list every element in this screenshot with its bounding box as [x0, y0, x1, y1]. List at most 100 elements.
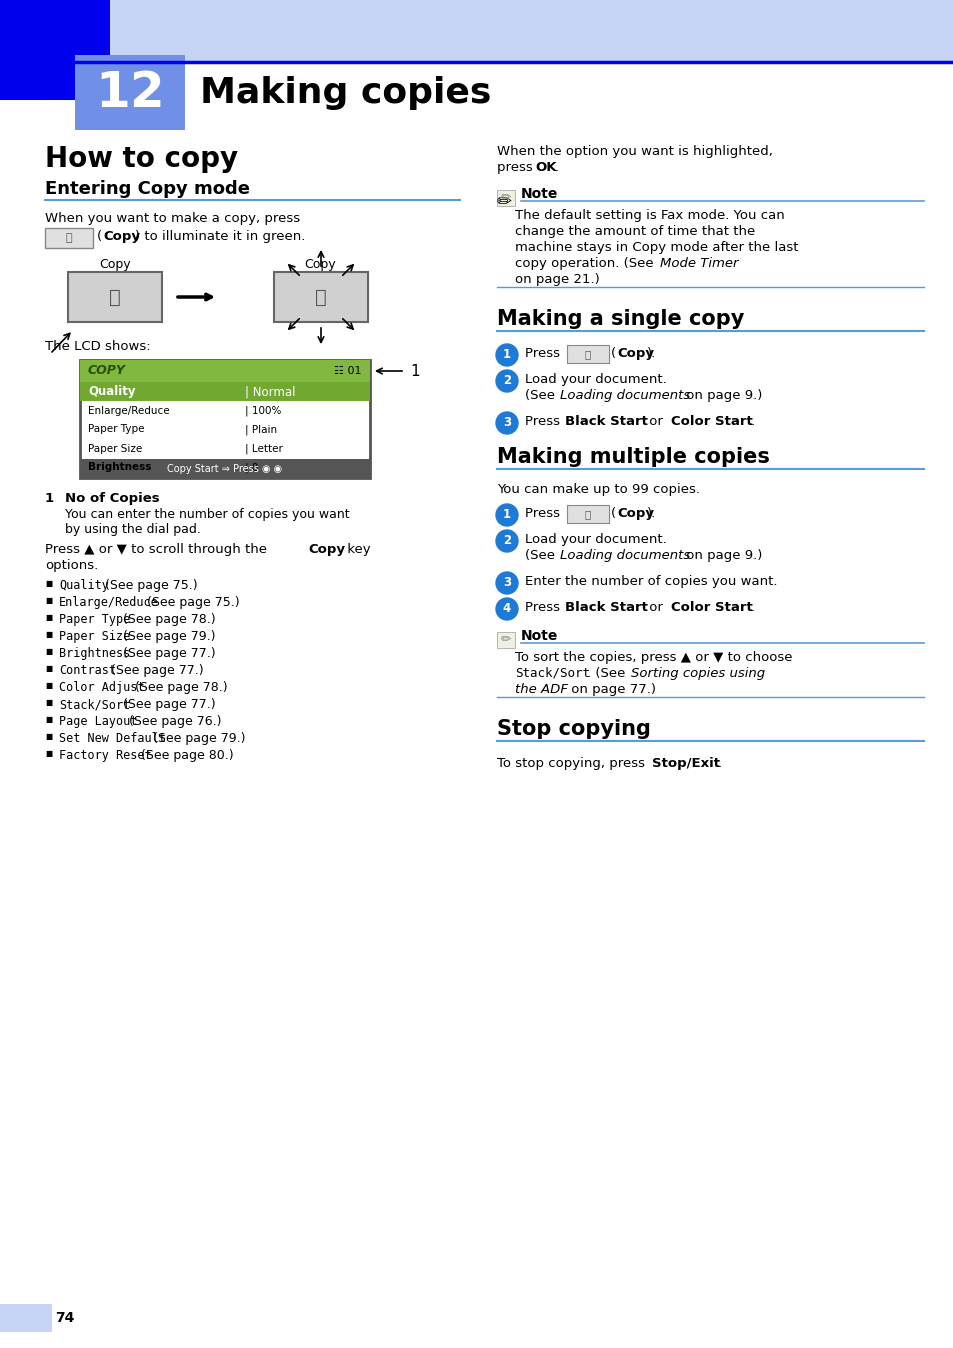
Text: ).: ). [646, 346, 656, 360]
Text: Sorting copies using: Sorting copies using [630, 667, 764, 679]
Text: change the amount of time that the: change the amount of time that the [515, 225, 755, 239]
Text: COPY: COPY [88, 364, 126, 377]
Text: (See page 78.): (See page 78.) [119, 613, 215, 625]
Bar [80, 360, 370, 479]
Text: machine stays in Copy mode after the last: machine stays in Copy mode after the las… [515, 241, 798, 253]
Bar [497, 190, 515, 206]
Text: ■: ■ [45, 681, 52, 690]
Bar [274, 272, 368, 322]
Bar [45, 228, 92, 248]
Text: (: ( [610, 346, 616, 360]
Text: (: ( [97, 231, 102, 243]
Text: OK: OK [535, 160, 556, 174]
Text: Press ▲ or ▼ to scroll through the: Press ▲ or ▼ to scroll through the [45, 543, 271, 555]
Text: 1: 1 [410, 364, 419, 379]
Text: Making multiple copies: Making multiple copies [497, 448, 769, 466]
Text: Press: Press [524, 507, 563, 520]
Text: You can enter the number of copies you want: You can enter the number of copies you w… [65, 508, 349, 520]
Text: (See page 77.): (See page 77.) [119, 698, 215, 710]
Text: the ADF: the ADF [515, 683, 567, 696]
Text: Black Start: Black Start [564, 601, 647, 613]
Bar [110, 0, 953, 62]
Text: .: . [555, 160, 558, 174]
Text: ■: ■ [45, 732, 52, 741]
Text: Note: Note [520, 187, 558, 201]
Text: Stack/Sort: Stack/Sort [515, 667, 589, 679]
Text: (See page 79.): (See page 79.) [119, 630, 215, 643]
Text: options.: options. [45, 559, 98, 572]
Text: ✏: ✏ [497, 193, 512, 212]
Text: Enlarge/Reduce: Enlarge/Reduce [88, 406, 170, 415]
Text: Copy: Copy [103, 231, 140, 243]
Text: (See page 75.): (See page 75.) [143, 596, 239, 609]
Text: on page 9.): on page 9.) [681, 390, 761, 402]
Text: The default setting is Fax mode. You can: The default setting is Fax mode. You can [515, 209, 784, 222]
Text: Enlarge/Reduce: Enlarge/Reduce [59, 596, 158, 609]
Text: ⎙: ⎙ [584, 349, 591, 359]
Text: Quality: Quality [88, 386, 135, 398]
Text: ■: ■ [45, 647, 52, 656]
Text: Copy: Copy [617, 507, 654, 520]
Circle shape [496, 369, 517, 392]
Text: No of Copies: No of Copies [65, 492, 159, 506]
Text: Page Layout: Page Layout [59, 714, 137, 728]
Text: Press: Press [524, 415, 563, 429]
Text: ■: ■ [45, 749, 52, 758]
Bar [0, 0, 110, 100]
Bar [68, 272, 162, 322]
Text: 2: 2 [502, 535, 511, 547]
Circle shape [496, 572, 517, 594]
Text: Copy: Copy [99, 257, 131, 271]
Text: Paper Type: Paper Type [88, 425, 144, 434]
Text: Black Start: Black Start [564, 415, 647, 429]
Circle shape [496, 599, 517, 620]
Text: Note: Note [520, 630, 558, 643]
Text: Factory Reset: Factory Reset [59, 749, 152, 762]
Text: ⎙: ⎙ [584, 510, 591, 519]
Text: (See page 75.): (See page 75.) [101, 580, 197, 592]
Text: (See page 78.): (See page 78.) [131, 681, 228, 694]
Text: (See page 80.): (See page 80.) [137, 749, 233, 762]
Bar [80, 460, 370, 479]
Circle shape [496, 412, 517, 434]
Text: Making a single copy: Making a single copy [497, 309, 743, 329]
Bar [75, 55, 185, 129]
Text: | Normal: | Normal [245, 386, 295, 398]
Text: Copy Start ⇒ Press ◉ ◉: Copy Start ⇒ Press ◉ ◉ [168, 464, 282, 473]
Circle shape [496, 344, 517, 367]
Text: 74: 74 [55, 1312, 74, 1325]
Text: When the option you want is highlighted,: When the option you want is highlighted, [497, 146, 772, 158]
Text: Load your document.: Load your document. [524, 373, 666, 386]
Text: Making copies: Making copies [200, 75, 491, 111]
Text: ✏: ✏ [500, 634, 511, 647]
Text: Brightness: Brightness [59, 647, 131, 661]
Text: (See page 77.): (See page 77.) [119, 647, 215, 661]
Text: ■: ■ [45, 596, 52, 605]
Text: When you want to make a copy, press: When you want to make a copy, press [45, 212, 300, 225]
Text: Stop/Exit: Stop/Exit [651, 758, 720, 770]
Text: on page 9.): on page 9.) [681, 549, 761, 562]
Text: Loading documents: Loading documents [559, 549, 690, 562]
Text: (: ( [610, 507, 616, 520]
Text: ■: ■ [45, 698, 52, 706]
Text: Mode Timer: Mode Timer [659, 257, 738, 270]
Circle shape [496, 504, 517, 526]
Text: ■: ■ [45, 714, 52, 724]
Text: (See page 79.): (See page 79.) [149, 732, 245, 745]
Text: 3: 3 [502, 417, 511, 430]
Text: (See: (See [524, 549, 558, 562]
Circle shape [496, 530, 517, 551]
Text: . (See: . (See [586, 667, 629, 679]
Text: ⎙: ⎙ [314, 287, 327, 306]
Text: Press: Press [524, 601, 563, 613]
Text: Stack/Sort: Stack/Sort [59, 698, 131, 710]
Text: To stop copying, press: To stop copying, press [497, 758, 649, 770]
Text: | 100%: | 100% [245, 406, 281, 415]
Text: on page 21.): on page 21.) [515, 274, 599, 286]
Text: .: . [750, 601, 755, 613]
Text: Press: Press [524, 346, 563, 360]
Text: Paper Type: Paper Type [59, 613, 131, 625]
Text: How to copy: How to copy [45, 146, 238, 173]
Text: by using the dial pad.: by using the dial pad. [65, 523, 201, 537]
Text: ■: ■ [45, 630, 52, 639]
